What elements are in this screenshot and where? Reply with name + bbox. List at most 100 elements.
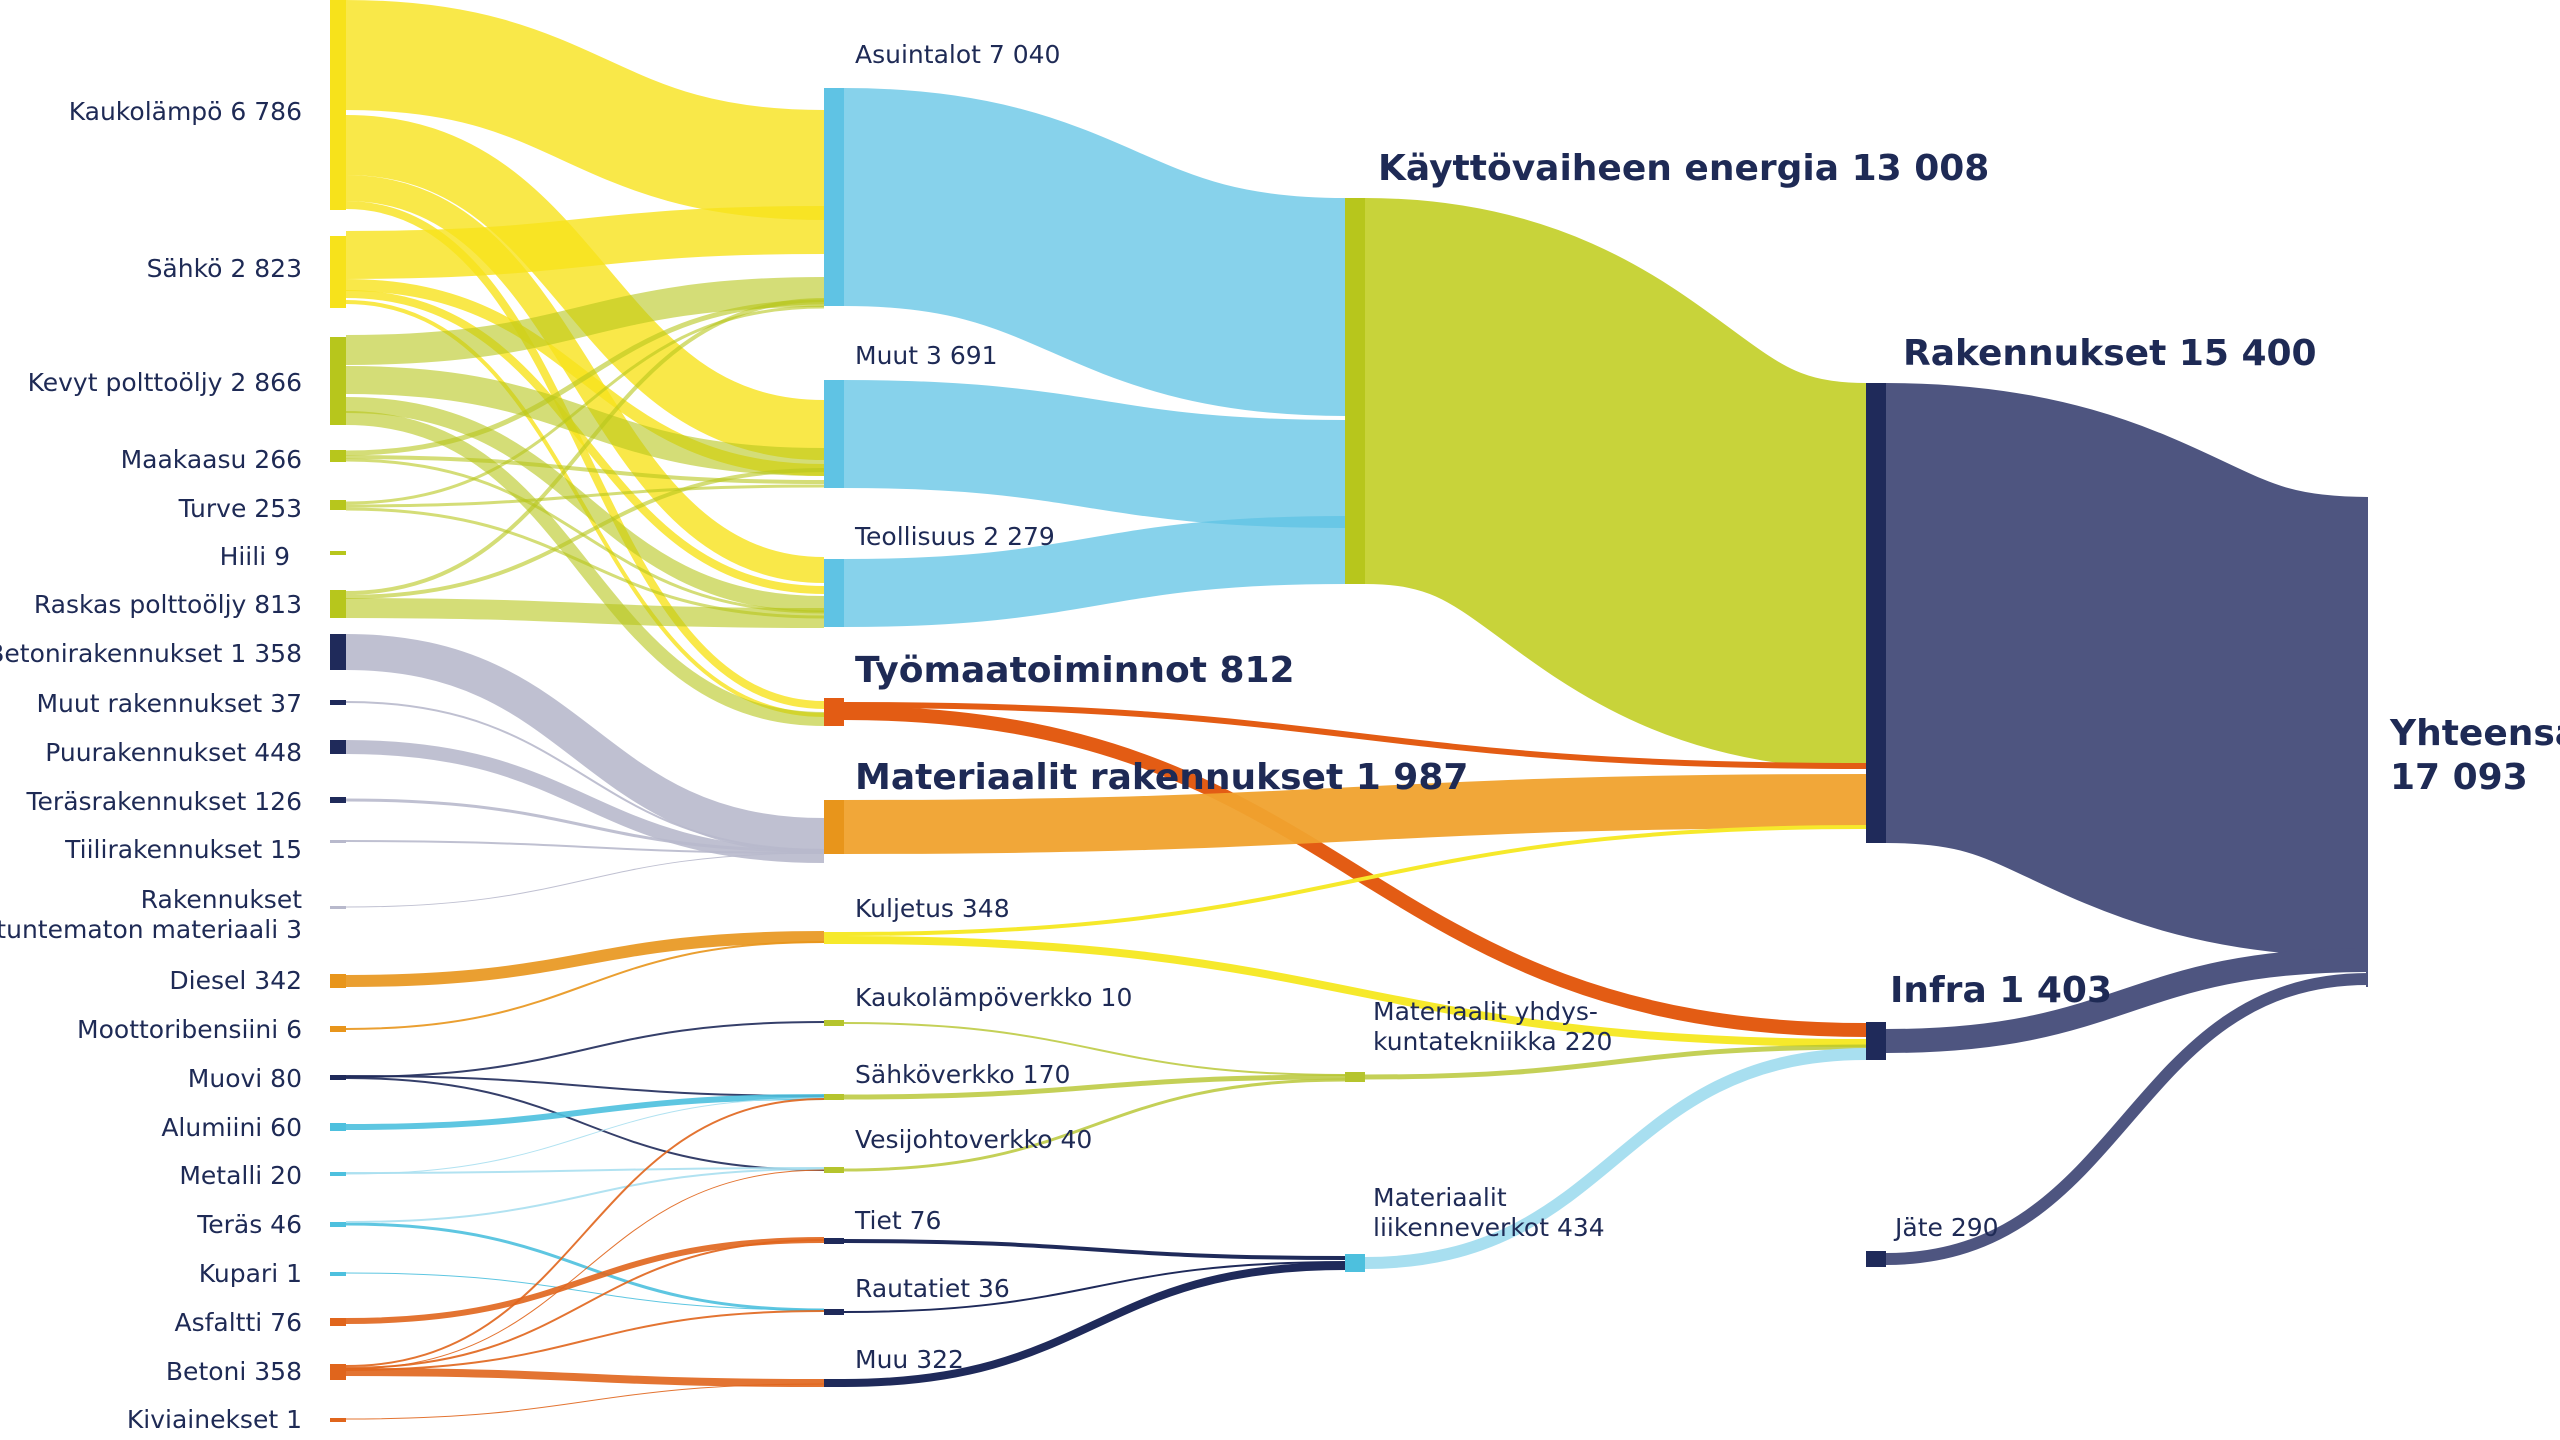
node-muut <box>824 380 844 488</box>
node-alumiini <box>330 1123 346 1131</box>
link-rakennukset-to-yhteensa <box>1882 383 2372 957</box>
link-maakaasu-to-teollisuus <box>345 458 825 614</box>
label-kuljetus: Kuljetus 348 <box>855 894 1010 923</box>
label-tuntematon: Rakennukset tuntematon materiaali 3 <box>0 885 302 944</box>
label-muovi: Muovi 80 <box>188 1064 302 1093</box>
node-muu <box>824 1379 844 1387</box>
label-yhteensa: Yhteensä17 093 <box>2389 713 2560 798</box>
link-jate-to-yhteensa <box>1885 973 2369 1265</box>
label-sahkoverkko: Sähköverkko 170 <box>855 1060 1070 1089</box>
sankey-links <box>345 0 2372 1420</box>
node-turve <box>330 500 346 510</box>
link-raskas-to-teollisuus <box>345 598 825 628</box>
label-asfaltti: Asfaltti 76 <box>174 1308 302 1337</box>
node-vesijohto <box>824 1167 844 1173</box>
node-maakaasu <box>330 450 346 462</box>
label-kupari: Kupari 1 <box>199 1259 302 1288</box>
link-muutrak-to-materiaalit <box>345 701 825 851</box>
link-muovi-to-vesijohto <box>345 1077 825 1171</box>
link-infra-to-yhteensa <box>1885 948 2369 1053</box>
node-puurak <box>330 740 346 754</box>
sankey-nodes <box>330 0 1886 1422</box>
link-puurak-to-materiaalit <box>345 740 825 863</box>
label-mat_yhdys: Materiaalit yhdys-kuntatekniikka 220 <box>1373 997 1612 1056</box>
link-muovi-to-kaukolampoverkko <box>345 1021 825 1078</box>
node-metalli <box>330 1172 346 1176</box>
label-kayttovaihe: Käyttövaiheen energia 13 008 <box>1378 148 1989 189</box>
link-tiet-to-mat_liikenne <box>843 1239 1346 1260</box>
node-muovi <box>330 1075 346 1080</box>
node-teras <box>330 1222 346 1227</box>
link-mat_liikenne-to-infra <box>1364 1048 1867 1269</box>
link-vesijohto-to-mat_yhdys <box>843 1078 1346 1172</box>
link-kuljetus-to-infra <box>843 936 1867 1047</box>
link-kiviaines-to-muu <box>345 1383 825 1420</box>
link-diesel-to-kuljetus <box>345 931 825 987</box>
label-maakaasu: Maakaasu 266 <box>121 445 302 474</box>
node-asuintalot <box>824 88 844 306</box>
link-maakaasu-to-muut <box>345 455 825 484</box>
link-alumiini-to-sahkoverkko <box>345 1094 825 1130</box>
label-tiilirak: Tiilirakennukset 15 <box>64 835 302 864</box>
label-tiet: Tiet 76 <box>854 1206 941 1235</box>
node-tyomaa <box>824 698 844 726</box>
link-rautatiet-to-mat_liikenne <box>843 1261 1346 1313</box>
node-jate <box>1866 1251 1886 1267</box>
link-materiaalit-to-rakennukset <box>843 774 1867 854</box>
node-diesel <box>330 974 346 988</box>
link-mat_yhdys-to-infra <box>1364 1044 1867 1080</box>
link-betoni-to-rautatiet <box>345 1310 825 1371</box>
link-betoni-to-muu <box>345 1368 825 1387</box>
label-muutrak: Muut rakennukset 37 <box>36 689 302 718</box>
sankey-labels: Kaukolämpö 6 786 Sähkö 2 823 Kevyt polttoö… <box>0 40 2560 1434</box>
link-kuljetus-to-rakennukset <box>843 825 1867 936</box>
label-betonirak: Betonirakennukset 1 358 <box>0 639 302 668</box>
link-maakaasu-to-asuintalot <box>345 299 825 456</box>
link-betonirak-to-materiaalit <box>345 634 825 854</box>
link-asfaltti-to-tiet <box>345 1237 825 1324</box>
link-muovi-to-sahkoverkko <box>345 1075 825 1097</box>
link-moottori-to-kuljetus <box>345 941 825 1030</box>
link-betoni-to-vesijohto <box>345 1169 825 1370</box>
node-materiaalit <box>824 800 844 854</box>
label-kiviaines: Kiviainekset 1 <box>127 1405 302 1434</box>
link-muut-to-kayttovaihe <box>843 380 1346 528</box>
link-kupari-to-rautatiet <box>345 1272 825 1311</box>
link-kevyt-to-tyomaa <box>345 411 825 726</box>
link-kayttovaihe-to-rakennukset <box>1360 198 1871 769</box>
node-kupari <box>330 1272 346 1276</box>
label-vesijohto: Vesijohtoverkko 40 <box>855 1125 1092 1154</box>
label-alumiini: Alumiini 60 <box>161 1113 302 1142</box>
link-kevyt-to-teollisuus <box>345 397 825 612</box>
node-mat_liikenne <box>1345 1254 1365 1272</box>
link-betoni-to-sahkoverkko <box>345 1098 825 1367</box>
label-teras: Teräs 46 <box>196 1210 302 1239</box>
link-kaukolampo-to-asuintalot <box>345 0 825 220</box>
link-muu-to-mat_liikenne <box>843 1262 1346 1387</box>
label-kaukolampo: Kaukolämpö 6 786 <box>69 97 302 126</box>
node-tiilirak <box>330 840 346 843</box>
node-moottori <box>330 1026 346 1032</box>
link-kaukolampo-to-muut <box>345 115 825 460</box>
link-teras-to-vesijohto <box>345 1168 825 1223</box>
node-raskas <box>330 590 346 618</box>
link-kevyt-to-muut <box>345 366 825 476</box>
node-kaukolampoverkko <box>824 1020 844 1026</box>
link-sahko-to-teollisuus <box>345 290 825 594</box>
label-betoni: Betoni 358 <box>166 1357 302 1386</box>
label-moottori: Moottoribensiini 6 <box>77 1015 302 1044</box>
label-rakennukset: Rakennukset 15 400 <box>1903 333 2317 374</box>
node-kiviaines <box>330 1418 346 1422</box>
link-teollisuus-to-kayttovaihe <box>843 516 1346 627</box>
label-muu: Muu 322 <box>855 1345 964 1374</box>
node-kaukolampo <box>330 0 346 210</box>
node-yhteensa <box>2366 497 2368 987</box>
label-metalli: Metalli 20 <box>179 1161 302 1190</box>
node-betoni <box>330 1364 346 1380</box>
label-muut: Muut 3 691 <box>855 341 998 370</box>
label-turve: Turve 253 <box>178 494 302 523</box>
label-kaukolampoverkko: Kaukolämpöverkko 10 <box>855 983 1132 1012</box>
label-puurak: Puurakennukset 448 <box>45 738 302 767</box>
link-metalli-to-vesijohto <box>345 1167 825 1174</box>
